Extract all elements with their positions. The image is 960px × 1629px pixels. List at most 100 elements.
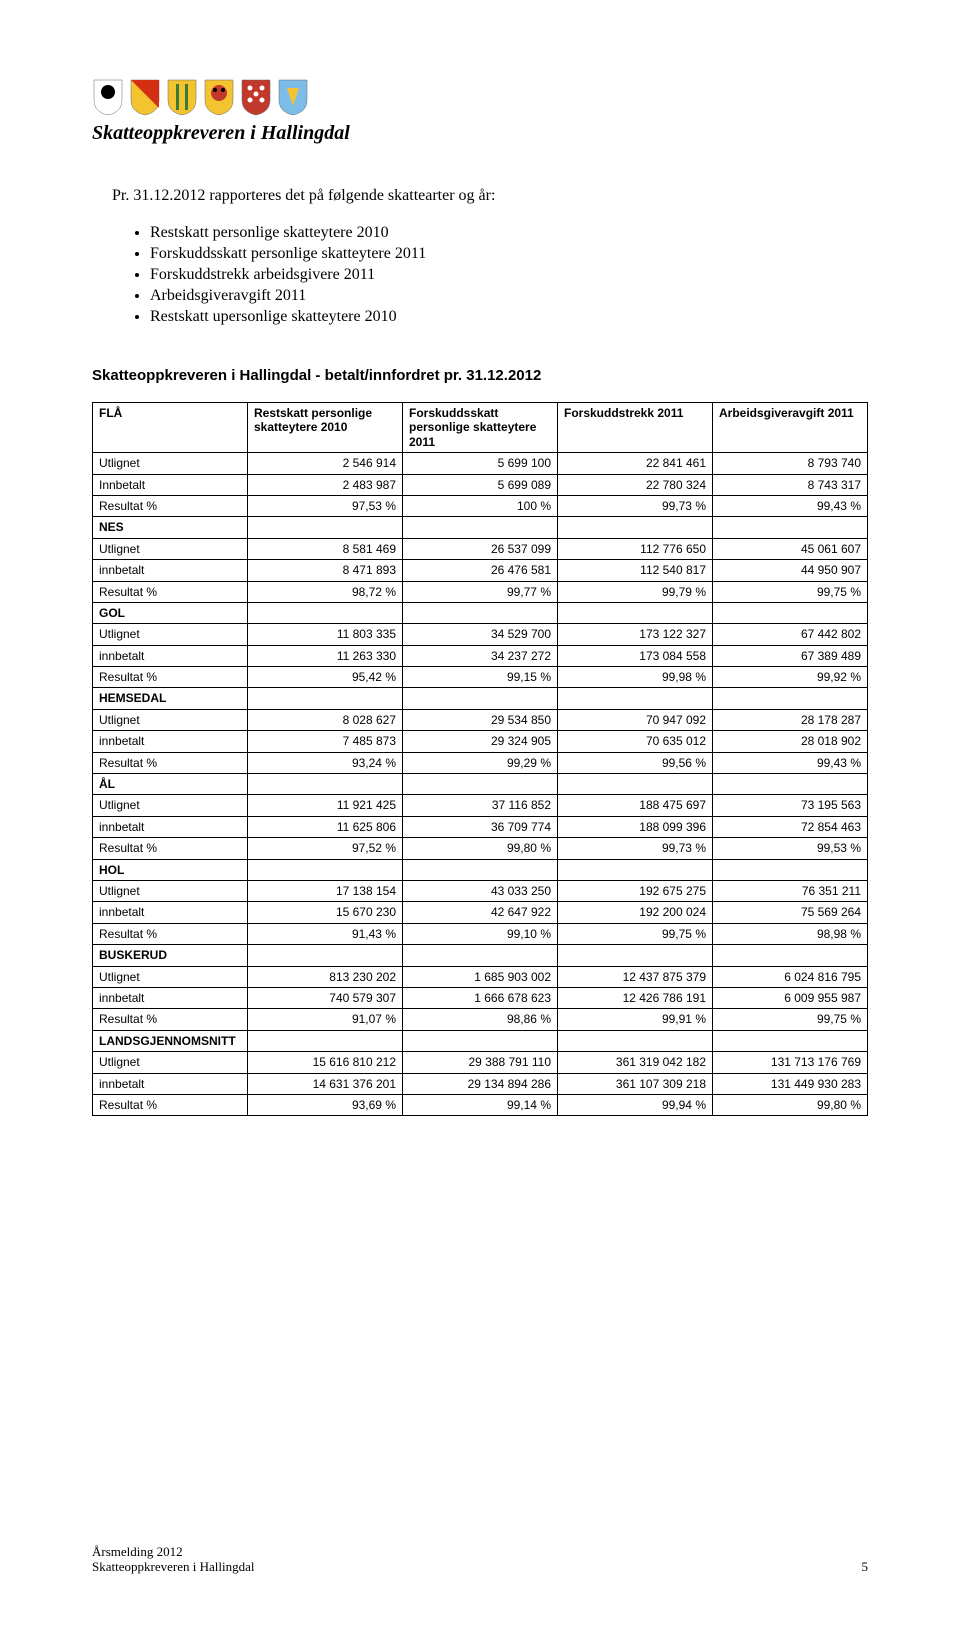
- empty-cell: [558, 774, 713, 795]
- data-cell: 99,92 %: [713, 667, 868, 688]
- data-cell: 8 581 469: [248, 538, 403, 559]
- data-cell: 29 134 894 286: [403, 1073, 558, 1094]
- group-label: BUSKERUD: [93, 945, 248, 966]
- shield-icon-5: [240, 78, 272, 116]
- data-cell: 29 534 850: [403, 709, 558, 730]
- data-cell: 813 230 202: [248, 966, 403, 987]
- data-cell: 15 616 810 212: [248, 1052, 403, 1073]
- data-cell: 99,53 %: [713, 838, 868, 859]
- empty-cell: [713, 1030, 868, 1051]
- data-cell: 99,77 %: [403, 581, 558, 602]
- table-header-cell: Forskuddsskatt personlige skatteytere 20…: [403, 403, 558, 453]
- page-container: Skatteoppkreveren i Hallingdal Pr. 31.12…: [0, 0, 960, 1629]
- row-label: Resultat %: [93, 1009, 248, 1030]
- data-cell: 99,91 %: [558, 1009, 713, 1030]
- data-cell: 8 793 740: [713, 453, 868, 474]
- data-cell: 99,80 %: [713, 1094, 868, 1115]
- data-cell: 44 950 907: [713, 560, 868, 581]
- data-cell: 192 200 024: [558, 902, 713, 923]
- data-cell: 112 776 650: [558, 538, 713, 559]
- data-cell: 11 921 425: [248, 795, 403, 816]
- row-label: Utlignet: [93, 966, 248, 987]
- empty-cell: [403, 602, 558, 623]
- data-cell: 131 449 930 283: [713, 1073, 868, 1094]
- data-cell: 8 028 627: [248, 709, 403, 730]
- data-cell: 95,42 %: [248, 667, 403, 688]
- footer-line: Årsmelding 2012: [92, 1544, 254, 1560]
- data-cell: 6 009 955 987: [713, 987, 868, 1008]
- row-label: Utlignet: [93, 1052, 248, 1073]
- data-cell: 1 685 903 002: [403, 966, 558, 987]
- table-header-cell: Restskatt personlige skatteytere 2010: [248, 403, 403, 453]
- data-cell: 93,69 %: [248, 1094, 403, 1115]
- data-cell: 99,73 %: [558, 495, 713, 516]
- bullet-list: Restskatt personlige skatteytere 2010 Fo…: [150, 223, 868, 327]
- row-label: Utlignet: [93, 795, 248, 816]
- table-header: FLÅ Restskatt personlige skatteytere 201…: [93, 403, 868, 453]
- data-cell: 98,98 %: [713, 923, 868, 944]
- empty-cell: [558, 1030, 713, 1051]
- table-body: Utlignet2 546 9145 699 10022 841 4618 79…: [93, 453, 868, 1116]
- empty-cell: [558, 602, 713, 623]
- data-table: FLÅ Restskatt personlige skatteytere 201…: [92, 402, 868, 1116]
- data-cell: 188 099 396: [558, 816, 713, 837]
- row-label: Innbetalt: [93, 474, 248, 495]
- empty-cell: [713, 774, 868, 795]
- data-cell: 100 %: [403, 495, 558, 516]
- data-cell: 14 631 376 201: [248, 1073, 403, 1094]
- document-title: Skatteoppkreveren i Hallingdal: [92, 122, 868, 145]
- row-label: Utlignet: [93, 453, 248, 474]
- empty-cell: [248, 945, 403, 966]
- row-label: Utlignet: [93, 880, 248, 901]
- data-cell: 8 743 317: [713, 474, 868, 495]
- data-cell: 70 635 012: [558, 731, 713, 752]
- data-cell: 97,53 %: [248, 495, 403, 516]
- data-cell: 131 713 176 769: [713, 1052, 868, 1073]
- row-label: innbetalt: [93, 902, 248, 923]
- data-cell: 99,14 %: [403, 1094, 558, 1115]
- data-cell: 34 529 700: [403, 624, 558, 645]
- data-cell: 91,07 %: [248, 1009, 403, 1030]
- data-cell: 11 263 330: [248, 645, 403, 666]
- empty-cell: [248, 859, 403, 880]
- data-cell: 173 122 327: [558, 624, 713, 645]
- empty-cell: [248, 517, 403, 538]
- group-label: LANDSGJENNOMSNITT: [93, 1030, 248, 1051]
- data-cell: 72 854 463: [713, 816, 868, 837]
- data-cell: 67 442 802: [713, 624, 868, 645]
- data-cell: 11 625 806: [248, 816, 403, 837]
- group-label: ÅL: [93, 774, 248, 795]
- table-corner: FLÅ: [93, 403, 248, 453]
- data-cell: 98,86 %: [403, 1009, 558, 1030]
- row-label: innbetalt: [93, 731, 248, 752]
- list-item: Restskatt personlige skatteytere 2010: [150, 223, 868, 243]
- data-cell: 43 033 250: [403, 880, 558, 901]
- data-cell: 99,43 %: [713, 752, 868, 773]
- empty-cell: [558, 688, 713, 709]
- data-cell: 2 483 987: [248, 474, 403, 495]
- shield-icon-3: [166, 78, 198, 116]
- data-cell: 26 537 099: [403, 538, 558, 559]
- table-header-cell: Arbeidsgiveravgift 2011: [713, 403, 868, 453]
- data-cell: 8 471 893: [248, 560, 403, 581]
- data-cell: 12 437 875 379: [558, 966, 713, 987]
- empty-cell: [403, 517, 558, 538]
- data-cell: 12 426 786 191: [558, 987, 713, 1008]
- row-label: Utlignet: [93, 624, 248, 645]
- data-cell: 11 803 335: [248, 624, 403, 645]
- list-item: Arbeidsgiveravgift 2011: [150, 286, 868, 306]
- empty-cell: [713, 517, 868, 538]
- data-cell: 192 675 275: [558, 880, 713, 901]
- group-label: HEMSEDAL: [93, 688, 248, 709]
- data-cell: 99,75 %: [713, 581, 868, 602]
- data-cell: 91,43 %: [248, 923, 403, 944]
- data-cell: 361 319 042 182: [558, 1052, 713, 1073]
- page-number: 5: [862, 1559, 869, 1575]
- row-label: innbetalt: [93, 816, 248, 837]
- logo-row: [92, 78, 868, 116]
- empty-cell: [248, 602, 403, 623]
- data-cell: 99,75 %: [713, 1009, 868, 1030]
- data-cell: 740 579 307: [248, 987, 403, 1008]
- shield-icon-1: [92, 78, 124, 116]
- data-cell: 15 670 230: [248, 902, 403, 923]
